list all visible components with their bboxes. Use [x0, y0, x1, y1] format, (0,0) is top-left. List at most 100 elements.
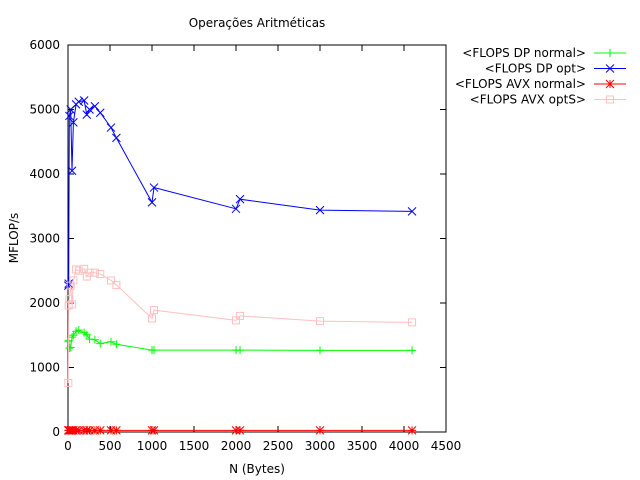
y-tick-label: 0 [52, 425, 60, 439]
data-point [112, 340, 121, 349]
x-tick-label: 3000 [305, 439, 336, 453]
data-point [85, 426, 94, 435]
data-point [65, 344, 74, 353]
legend-marker [605, 79, 615, 89]
data-point [106, 123, 116, 132]
data-point [69, 276, 78, 285]
data-point [147, 198, 157, 207]
y-axis-label: MFLOP/s [7, 213, 21, 264]
y-tick-label: 6000 [29, 38, 60, 52]
data-point [236, 346, 245, 355]
data-point [236, 311, 245, 320]
data-point [90, 335, 99, 344]
y-tick-label: 5000 [29, 103, 60, 117]
series-3 [64, 264, 417, 387]
x-tick-label: 3500 [347, 439, 378, 453]
series-1 [63, 96, 417, 290]
data-point [82, 330, 91, 339]
legend-marker [606, 95, 614, 104]
y-tick-label: 1000 [29, 361, 60, 375]
y-axis: 0 1000 2000 3000 4000 5000 6000 [29, 38, 446, 439]
x-axis-label: N (Bytes) [229, 462, 285, 476]
y-tick-label: 3000 [29, 232, 60, 246]
x-tick-label: 500 [99, 439, 122, 453]
data-point [68, 333, 77, 342]
legend-label: <FLOPS AVX normal> [455, 77, 586, 91]
data-point [90, 268, 99, 277]
data-point [106, 426, 116, 435]
data-point [85, 335, 94, 344]
data-point [67, 166, 77, 176]
data-point [107, 276, 116, 285]
data-point [95, 108, 105, 118]
data-point [408, 318, 417, 327]
data-point [64, 279, 74, 289]
data-point [74, 266, 83, 275]
x-tick-label: 1000 [137, 439, 168, 453]
data-point [235, 194, 245, 204]
x-tick-label: 0 [64, 439, 72, 453]
data-point [316, 346, 324, 355]
x-tick-label: 4500 [431, 439, 462, 453]
data-point [112, 133, 121, 143]
data-point [72, 265, 81, 274]
legend: <FLOPS DP normal><FLOPS DP opt><FLOPS AV… [455, 46, 626, 107]
x-tick-label: 2000 [221, 439, 252, 453]
data-point [85, 105, 94, 114]
series-line [67, 99, 413, 286]
legend-item: <FLOPS DP opt> [485, 62, 626, 76]
data-point [148, 314, 156, 323]
legend-label: <FLOPS AVX optS> [470, 93, 586, 107]
data-point [96, 339, 105, 348]
data-point [90, 426, 100, 435]
data-point [112, 280, 121, 289]
data-point [149, 183, 159, 192]
legend-marker [605, 64, 615, 73]
data-point [74, 97, 84, 107]
data-point [68, 300, 77, 309]
data-point [316, 317, 324, 326]
data-point [231, 204, 241, 214]
series-2 [63, 426, 417, 435]
legend-item: <FLOPS AVX normal> [455, 77, 626, 91]
data-point [407, 426, 417, 435]
legend-label: <FLOPS DP opt> [485, 62, 586, 76]
data-point [65, 295, 74, 304]
x-tick-label: 4000 [389, 439, 420, 453]
data-point [90, 101, 100, 111]
legend-marker [606, 49, 614, 57]
data-point [66, 281, 75, 290]
data-point [74, 426, 84, 435]
data-point [232, 316, 240, 325]
data-point [85, 268, 94, 277]
data-point [150, 306, 159, 315]
data-point [235, 426, 245, 435]
data-point [74, 326, 83, 335]
data-point [408, 346, 417, 355]
y-tick-label: 4000 [29, 167, 60, 181]
data-point [69, 118, 78, 127]
legend-item: <FLOPS DP normal> [462, 46, 626, 60]
data-point [82, 110, 92, 120]
x-axis: 0 500 1000 1500 2000 2500 3000 3500 4000 4500 [64, 45, 461, 453]
data-point [315, 205, 325, 215]
y-tick-label: 2000 [29, 296, 60, 310]
legend-label: <FLOPS DP normal> [462, 46, 586, 60]
data-point [96, 269, 105, 278]
data-point [407, 207, 417, 216]
data-point [64, 378, 73, 387]
data-point [231, 426, 241, 435]
data-point [95, 426, 105, 435]
data-point [112, 426, 121, 435]
data-point [315, 426, 325, 435]
x-tick-label: 2500 [263, 439, 294, 453]
data-point [79, 96, 89, 105]
chart-title: Operações Aritméticas [189, 16, 326, 30]
x-tick-label: 1500 [179, 439, 210, 453]
series-0 [64, 326, 417, 355]
data-point [149, 426, 159, 435]
data-point [150, 346, 159, 355]
legend-item: <FLOPS AVX optS> [470, 93, 626, 107]
series-layer [63, 96, 417, 435]
